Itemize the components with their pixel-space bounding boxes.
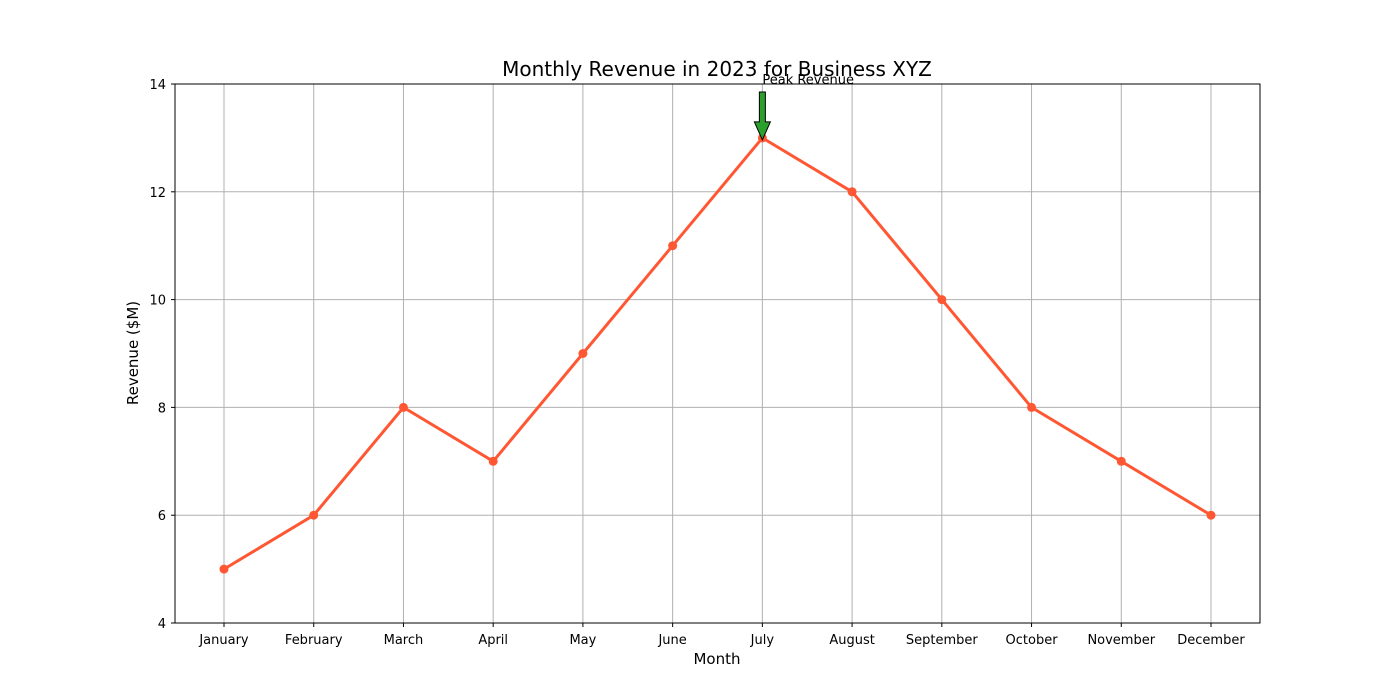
y-axis-ticks: 4 6 8 10 12 14	[149, 78, 175, 632]
data-point-january	[219, 564, 229, 574]
y-tick-label: 4	[158, 617, 166, 632]
data-point-august	[847, 187, 857, 197]
peak-arrow	[753, 91, 772, 142]
x-tick-label: August	[829, 633, 875, 648]
x-tick-label: February	[285, 633, 343, 648]
revenue-line	[223, 136, 1212, 571]
x-tick-label: December	[1177, 633, 1245, 648]
peak-annotation-label: Peak Revenue	[762, 73, 854, 88]
x-tick-label: June	[657, 633, 686, 648]
x-tick-label: November	[1087, 633, 1155, 648]
x-axis-ticks: January February March April May June July Augu…	[198, 623, 1245, 648]
data-point-october	[1027, 402, 1037, 412]
chart-title: Monthly Revenue in 2023 for Business XYZ	[502, 57, 932, 81]
data-point-february	[309, 510, 319, 520]
x-tick-label: January	[198, 633, 249, 648]
data-point-june	[668, 241, 678, 251]
data-point-september	[937, 295, 947, 305]
data-point-november	[1116, 456, 1126, 466]
y-tick-label: 12	[149, 186, 166, 201]
data-point-may	[578, 349, 588, 358]
x-tick-label: April	[478, 633, 508, 648]
x-tick-label: September	[906, 633, 979, 648]
data-point-december	[1206, 510, 1216, 520]
data-point-march	[398, 402, 408, 412]
data-point-april	[488, 456, 498, 466]
y-tick-label: 8	[158, 401, 166, 416]
y-tick-label: 14	[149, 78, 166, 93]
plot-area-frame	[174, 83, 1261, 624]
peak-annotation: Peak Revenue	[753, 73, 854, 142]
y-tick-label: 6	[158, 509, 166, 524]
y-tick-label: 10	[149, 294, 166, 309]
x-tick-label: March	[384, 633, 424, 648]
x-tick-label: July	[750, 633, 775, 648]
x-axis-label: Month	[693, 650, 740, 668]
x-tick-label: October	[1006, 633, 1059, 648]
x-tick-label: May	[569, 633, 596, 648]
y-axis-label: Revenue ($M)	[124, 301, 142, 405]
